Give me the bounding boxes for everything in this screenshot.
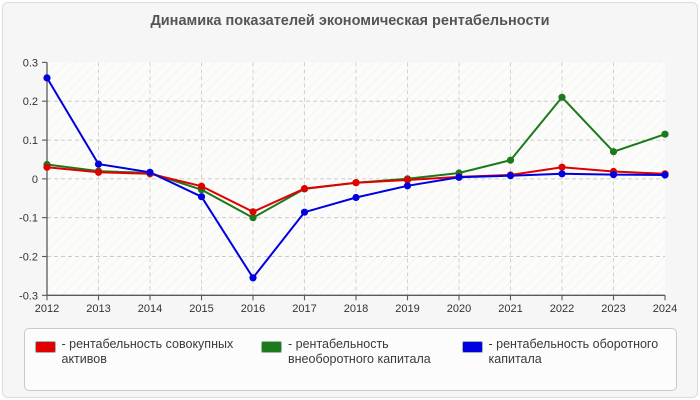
svg-text:2024: 2024 (653, 303, 677, 315)
svg-text:2019: 2019 (395, 303, 419, 315)
svg-text:2015: 2015 (189, 303, 213, 315)
svg-text:2012: 2012 (35, 303, 59, 315)
svg-text:2014: 2014 (138, 303, 162, 315)
svg-text:2021: 2021 (498, 303, 522, 315)
svg-text:0.2: 0.2 (23, 96, 38, 108)
svg-text:0.1: 0.1 (23, 135, 38, 147)
svg-text:2016: 2016 (241, 303, 265, 315)
svg-text:2018: 2018 (344, 303, 368, 315)
svg-text:2020: 2020 (447, 303, 471, 315)
svg-text:2017: 2017 (292, 303, 316, 315)
svg-text:2013: 2013 (86, 303, 110, 315)
svg-text:-0.2: -0.2 (19, 252, 38, 264)
svg-text:-0.3: -0.3 (19, 290, 38, 302)
svg-text:2022: 2022 (550, 303, 574, 315)
svg-text:0: 0 (32, 174, 38, 186)
svg-text:-0.1: -0.1 (19, 213, 38, 225)
svg-text:0.3: 0.3 (23, 57, 38, 69)
svg-text:2023: 2023 (601, 303, 625, 315)
